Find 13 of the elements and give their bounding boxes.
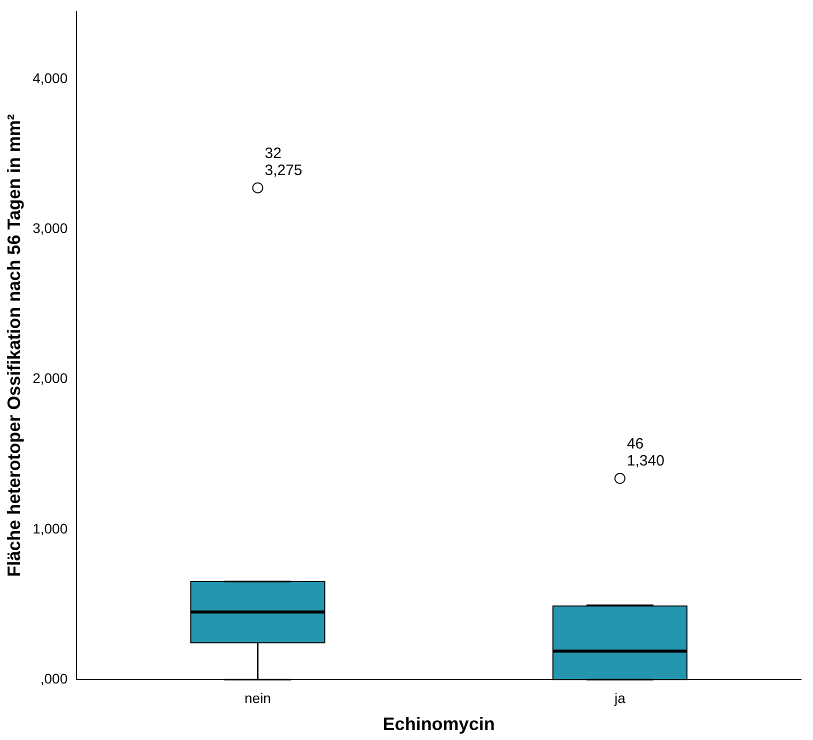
y-tick-label: 2,000 (32, 370, 68, 386)
annotation: 46 (626, 436, 644, 453)
y-tick-label: 3,000 (32, 220, 68, 236)
y-tick-label: ,000 (40, 670, 68, 686)
annotation: 32 (264, 144, 282, 162)
annotation: 3,275 (264, 162, 302, 179)
x-tick-label: nein (244, 690, 271, 706)
y-tick-label: 4,000 (32, 70, 68, 86)
y-tick-label: 1,000 (32, 520, 68, 536)
y-axis-title: Fläche heterotoper Ossifikation nach 56 Tagen in mm² (4, 114, 24, 577)
x-tick-label: ja (613, 690, 626, 706)
annotation: 1,340 (626, 452, 664, 470)
x-axis-title: Echinomycin (382, 714, 495, 734)
